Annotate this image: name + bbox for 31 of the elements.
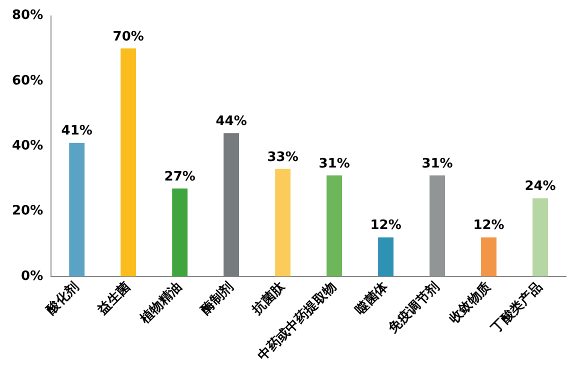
- y-tick-label: 0%: [21, 268, 44, 284]
- data-label: 27%: [164, 169, 196, 184]
- bar: [378, 237, 394, 276]
- bar: [224, 133, 240, 276]
- data-label: 31%: [318, 156, 350, 172]
- bar: [172, 188, 188, 276]
- data-label: 12%: [370, 218, 402, 234]
- x-tick-label: 噬菌体: [352, 278, 392, 318]
- data-label: 24%: [524, 179, 556, 194]
- data-label: 33%: [267, 150, 298, 165]
- bar: [275, 168, 291, 276]
- x-tick-label: 抗菌肽: [248, 278, 289, 318]
- y-tick-label: 80%: [12, 8, 44, 24]
- bar: [532, 198, 548, 276]
- y-tick-label: 40%: [12, 138, 44, 154]
- data-label: 31%: [422, 156, 453, 172]
- bar: [69, 142, 85, 276]
- data-label: 70%: [112, 29, 144, 44]
- bar: [120, 48, 136, 276]
- bar: [326, 175, 342, 276]
- data-label: 41%: [61, 124, 92, 139]
- x-tick-label: 酶制剂: [198, 278, 237, 318]
- y-tick-label: 60%: [12, 73, 44, 88]
- x-tick-label: 植物精油: [136, 280, 186, 328]
- bar: [430, 175, 446, 276]
- y-tick-label: 20%: [12, 204, 44, 219]
- x-tick-label: 酸化剂: [43, 278, 82, 318]
- data-label: 44%: [216, 114, 247, 129]
- data-label: 12%: [473, 218, 504, 234]
- bar: [481, 237, 496, 276]
- x-tick-label: 益生菌: [94, 280, 134, 318]
